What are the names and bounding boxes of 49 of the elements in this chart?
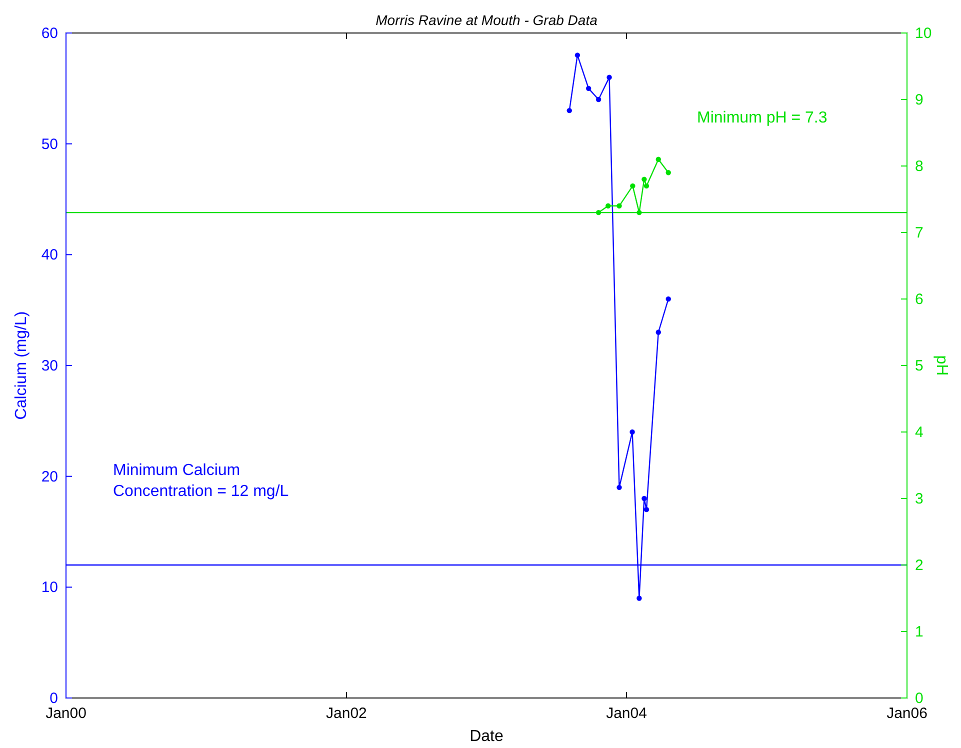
y-tick-label: 0 (50, 690, 58, 707)
point (656, 330, 661, 335)
point (636, 210, 642, 216)
point (566, 108, 572, 114)
x-tick-label: Jan00 (46, 705, 86, 722)
point (666, 170, 671, 176)
point (616, 203, 622, 208)
y-tick-label: 20 (41, 468, 58, 486)
y2-axis-title: pH (933, 355, 950, 376)
point (630, 429, 635, 435)
ref-line-label: Minimum pH = 7.3 (697, 110, 828, 127)
point (596, 210, 602, 216)
point (644, 506, 650, 512)
x-tick-label: Jan06 (886, 705, 928, 722)
point (606, 74, 612, 80)
y2-tick-label: 10 (915, 25, 932, 42)
y-tick-label: 50 (41, 136, 58, 153)
y-tick-label: 40 (41, 246, 58, 264)
y2-tick-label: 0 (915, 690, 924, 707)
y2-tick-label: 2 (915, 557, 924, 574)
x-tick-label: Jan02 (326, 705, 367, 722)
x-axis-title: Date (470, 728, 504, 745)
point (656, 156, 661, 162)
point (596, 96, 602, 102)
y2-tick-label: 7 (915, 224, 924, 242)
point (642, 496, 647, 502)
y2-tick-label: 9 (915, 92, 924, 108)
y-tick-label: 10 (41, 579, 58, 596)
ref-line-label: Minimum Calcium Concentration = 12 mg/L (113, 462, 289, 500)
y-tick-label: 60 (41, 25, 58, 42)
y2-tick-label: 6 (915, 291, 924, 308)
point (586, 86, 592, 92)
point (630, 183, 636, 189)
point (642, 176, 647, 182)
point (606, 203, 611, 208)
y2-tick-label: 5 (915, 358, 924, 374)
y-tick-label: 30 (41, 358, 58, 374)
point (636, 596, 642, 601)
point (574, 52, 580, 58)
y2-tick-label: 3 (915, 490, 924, 508)
point (616, 484, 622, 490)
y2-tick-label: 1 (915, 624, 924, 640)
point (666, 296, 671, 302)
y2-tick-label: 8 (915, 158, 924, 175)
y-axis-title: Calcium (mg/L) (13, 311, 30, 420)
point (644, 183, 650, 189)
chart-title: Morris Ravine at Mouth - Grab Data (376, 12, 598, 28)
x-tick-label: Jan04 (606, 705, 647, 722)
y2-tick-label: 4 (915, 424, 924, 441)
